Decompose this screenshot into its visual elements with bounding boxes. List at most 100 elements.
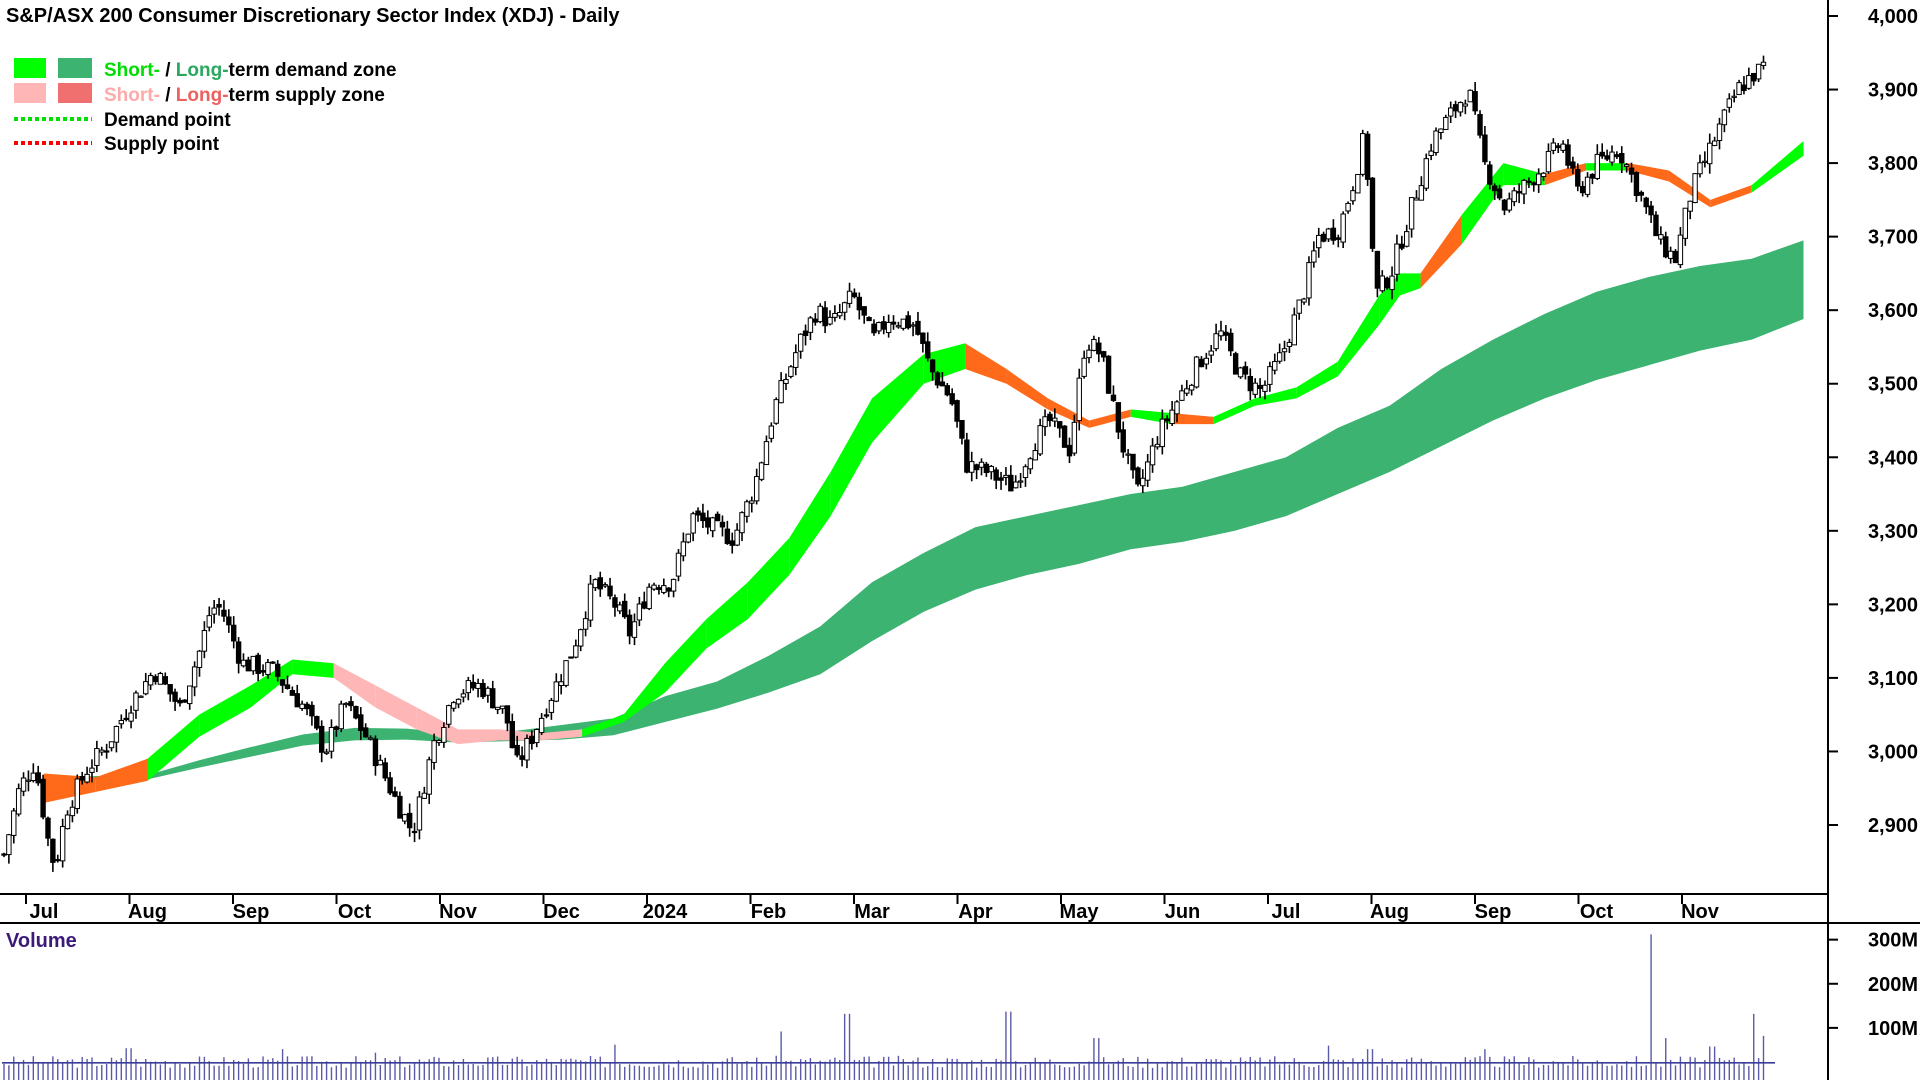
- candle-body: [1355, 173, 1361, 194]
- candle-body: [1320, 233, 1327, 242]
- candle-body: [1091, 338, 1097, 351]
- candle-body: [455, 698, 462, 705]
- volume-tick-label: 200M: [1868, 974, 1918, 996]
- candle-body: [64, 814, 71, 830]
- candle-body: [1198, 358, 1205, 368]
- candle-body: [1643, 197, 1649, 208]
- short-term-supply-segment: [333, 663, 376, 708]
- legend-demand-rest: term demand zone: [229, 60, 397, 81]
- candle-body: [94, 748, 100, 766]
- candle-body: [1501, 199, 1508, 211]
- candle-body: [123, 717, 129, 721]
- candle-body: [421, 792, 428, 799]
- candle-body: [490, 688, 496, 709]
- candle-body: [387, 777, 393, 794]
- volume-label: Volume: [6, 930, 77, 952]
- candle-body: [279, 679, 286, 686]
- candle-body: [538, 717, 545, 734]
- candle-body: [485, 687, 491, 696]
- candle-body: [377, 759, 384, 766]
- short-term-supply-segment: [1172, 413, 1214, 425]
- chart-title: S&P/ASX 200 Consumer Discretionary Secto…: [6, 5, 620, 27]
- candle-body: [1462, 103, 1469, 107]
- candle-body: [1066, 444, 1073, 457]
- candle-body: [1550, 142, 1557, 151]
- long-term-zone: [44, 240, 1804, 780]
- candle-body: [328, 727, 335, 752]
- candle-body: [1604, 155, 1610, 160]
- candle-body: [1208, 350, 1214, 356]
- candle-body: [1130, 453, 1136, 471]
- candle-body: [817, 305, 823, 323]
- candle-body: [812, 318, 819, 323]
- candle-body: [265, 662, 271, 676]
- candle-body: [162, 676, 168, 685]
- candle-body: [431, 740, 437, 763]
- legend-swatch-long-demand: [58, 58, 92, 78]
- candle-body: [333, 726, 340, 731]
- candle-body: [822, 307, 828, 327]
- candle-body: [788, 366, 794, 377]
- legend-supply-short: Short-: [104, 85, 160, 106]
- candle-body: [1115, 402, 1122, 433]
- candle-body: [587, 583, 594, 621]
- candle-body: [915, 320, 921, 335]
- candle-body: [851, 292, 858, 298]
- candle-body: [783, 379, 789, 384]
- month-tick-label: Jul: [1272, 901, 1301, 923]
- short-term-demand-segment: [147, 714, 200, 781]
- candle-body: [138, 695, 144, 698]
- month-tick-label: Feb: [751, 901, 787, 923]
- candle-body: [1003, 474, 1009, 478]
- candle-body: [964, 439, 970, 473]
- legend-supply-zone: Short- / Long-term supply zone: [104, 85, 385, 106]
- short-term-supply-segment: [95, 758, 148, 792]
- price-tick-label: 3,900: [1868, 80, 1918, 102]
- candle-body: [1584, 176, 1591, 195]
- candle-body: [1751, 72, 1757, 82]
- candle-body: [519, 755, 525, 760]
- candle-body: [700, 512, 706, 522]
- candle-body: [900, 318, 906, 329]
- candle-body: [1281, 348, 1288, 353]
- candle-body: [304, 703, 310, 710]
- candle-body: [1404, 231, 1410, 247]
- short-term-supply-segment: [1006, 369, 1048, 410]
- short-term-demand-segment: [872, 354, 924, 443]
- candle-body: [529, 735, 535, 745]
- candle-body: [1579, 186, 1586, 194]
- candle-body: [157, 673, 164, 685]
- candle-body: [1487, 164, 1493, 185]
- candle-body: [705, 517, 711, 528]
- candle-body: [367, 737, 374, 740]
- candle-body: [1086, 349, 1092, 359]
- candle-body: [231, 624, 237, 642]
- candle-body: [1242, 366, 1249, 375]
- candle-body: [74, 778, 81, 810]
- short-term-demand-segment: [1254, 387, 1297, 406]
- candle-body: [1188, 384, 1195, 391]
- candle-body: [1042, 416, 1048, 428]
- price-tick-label: 3,300: [1868, 521, 1918, 543]
- candle-body: [568, 656, 574, 659]
- candle-body: [1511, 190, 1517, 203]
- candle-body: [1345, 202, 1351, 212]
- candle-body: [959, 419, 965, 439]
- candle-body: [998, 477, 1004, 481]
- candle-body: [402, 814, 408, 822]
- candle-body: [1120, 429, 1126, 453]
- candle-body: [861, 306, 867, 316]
- candle-body: [983, 463, 990, 474]
- candle-body: [1731, 95, 1737, 98]
- candle-body: [1164, 418, 1170, 422]
- candle-body: [1286, 341, 1293, 347]
- legend-demand-long: Long-: [176, 60, 229, 81]
- short-term-supply-segment: [1668, 170, 1711, 208]
- candle-body: [201, 630, 208, 652]
- candle-body: [172, 691, 178, 702]
- candle-body: [558, 681, 564, 686]
- short-term-demand-segment: [623, 663, 665, 723]
- candle-body: [509, 721, 516, 749]
- candle-body: [1037, 425, 1043, 455]
- candle-body: [1, 853, 7, 856]
